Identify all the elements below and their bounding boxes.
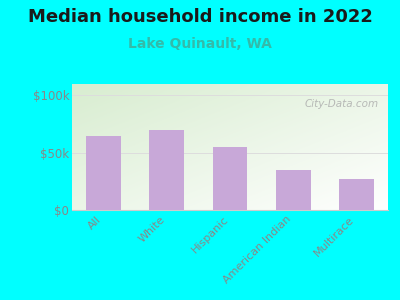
Bar [276,170,310,210]
Text: Lake Quinault, WA: Lake Quinault, WA [128,38,272,52]
Bar [86,136,121,210]
Text: Median household income in 2022: Median household income in 2022 [28,8,372,26]
Text: City-Data.com: City-Data.com [304,99,378,109]
Bar [339,179,374,210]
Bar [213,147,247,210]
Bar [150,130,184,210]
